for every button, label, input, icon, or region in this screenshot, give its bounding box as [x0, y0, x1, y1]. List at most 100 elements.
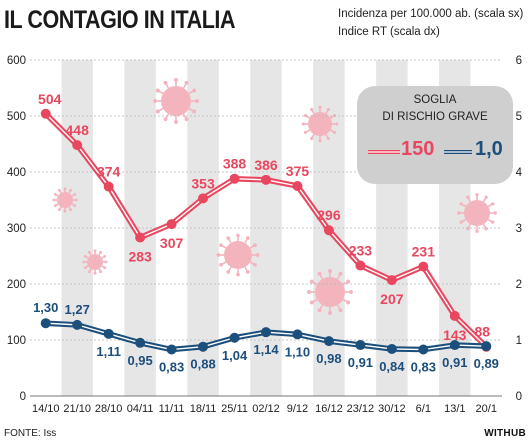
x-tick-label: 18/11 — [190, 403, 217, 415]
rt-data-label: 1,27 — [65, 302, 90, 317]
threshold-title: SOGLIA — [413, 94, 457, 106]
incidenza-data-label: 296 — [317, 207, 341, 223]
rt-point — [103, 328, 114, 339]
rt-point — [323, 336, 334, 347]
legend-label-rt: Indice RT (scala dx) — [338, 26, 440, 38]
x-tick-label: 28/10 — [95, 403, 123, 415]
brand-logo: WITHUB — [484, 428, 526, 439]
incidenza-point — [198, 193, 209, 204]
rt-point — [386, 343, 397, 354]
threshold-swatch-incidenza — [368, 150, 400, 154]
x-tick-label: 11/11 — [159, 403, 185, 415]
rt-data-label: 0,89 — [474, 356, 499, 371]
incidenza-point — [261, 174, 271, 185]
y-left-tick-label: 600 — [7, 55, 26, 67]
x-tick-label: 13/1 — [444, 403, 465, 415]
incidenza-data-label: 233 — [349, 243, 373, 259]
incidenza-data-label: 388 — [223, 156, 247, 172]
incidenza-data-label: 88 — [474, 324, 490, 340]
y-right-tick-label: 6 — [516, 55, 522, 67]
virus-icon — [216, 233, 260, 277]
virus-icon — [153, 78, 199, 124]
legend-label-incidenza: Incidenza per 100.000 ab. (scala sx) — [338, 8, 524, 20]
x-tick-label: 30/12 — [378, 403, 406, 415]
x-tick-label: 16/12 — [315, 403, 343, 415]
threshold-box: SOGLIA DI RISCHIO GRAVE 150 1,0 — [357, 86, 513, 184]
incidenza-data-label: 504 — [38, 91, 62, 107]
rt-data-label: 0,83 — [159, 360, 184, 375]
y-right-tick-label: 2 — [516, 279, 522, 291]
y-left-tick-label: 500 — [7, 111, 26, 123]
virus-icon — [457, 193, 497, 233]
rt-data-label: 1,10 — [285, 344, 310, 359]
incidenza-data-label: 207 — [380, 291, 404, 307]
x-tick-label: 14/10 — [32, 403, 60, 415]
incidenza-point — [355, 260, 366, 271]
rt-data-label: 0,84 — [379, 359, 405, 374]
x-tick-label: 9/12 — [287, 403, 308, 415]
incidenza-data-label: 386 — [254, 157, 278, 173]
rt-point — [418, 344, 429, 355]
y-right-tick-label: 4 — [516, 167, 523, 179]
rt-point — [449, 340, 460, 351]
y-left-tick-label: 100 — [7, 335, 26, 347]
incidenza-point — [103, 181, 114, 192]
rt-data-label: 1,11 — [96, 344, 121, 359]
incidenza-point — [229, 173, 240, 184]
rt-point — [481, 341, 492, 352]
rt-point — [135, 337, 146, 348]
rt-data-label: 0,83 — [411, 360, 436, 375]
rt-data-label: 1,14 — [253, 342, 279, 357]
threshold-subtitle: DI RISCHIO GRAVE — [382, 111, 488, 123]
incidenza-point — [323, 225, 334, 236]
incidenza-data-label: 375 — [286, 163, 310, 179]
rt-data-label: 0,88 — [190, 357, 215, 372]
x-tick-label: 20/1 — [476, 403, 497, 415]
virus-icon — [307, 269, 353, 315]
rt-point — [40, 318, 51, 329]
rt-data-label: 1,30 — [33, 300, 58, 315]
incidenza-data-label: 353 — [191, 175, 215, 191]
rt-data-label: 0,95 — [127, 353, 152, 368]
virus-icon — [301, 105, 339, 143]
y-right-tick-label: 3 — [516, 223, 522, 235]
rt-point — [261, 327, 271, 338]
incidenza-data-label: 374 — [97, 164, 121, 180]
incidenza-point — [292, 181, 303, 191]
x-tick-label: 6/1 — [416, 403, 431, 415]
y-right-tick-label: 0 — [516, 391, 522, 403]
y-left-tick-label: 300 — [7, 223, 26, 235]
incidenza-point — [418, 261, 429, 272]
incidenza-data-label: 307 — [160, 235, 184, 251]
rt-data-label: 0,91 — [442, 355, 467, 370]
incidenza-data-label: 231 — [412, 244, 436, 260]
rt-point — [292, 329, 303, 340]
chart-title: IL CONTAGIO IN ITALIA — [4, 6, 236, 34]
incidenza-point — [449, 310, 460, 321]
x-tick-label: 02/12 — [252, 403, 280, 415]
rt-data-label: 1,04 — [222, 348, 248, 363]
y-right-tick-label: 5 — [516, 111, 522, 123]
x-tick-label: 04/11 — [127, 403, 154, 415]
y-left-tick-label: 0 — [20, 391, 26, 403]
rt-data-label: 0,91 — [348, 355, 373, 370]
rt-point — [166, 344, 177, 355]
threshold-swatch-rt — [444, 150, 472, 154]
x-tick-label: 25/11 — [221, 403, 248, 415]
incidenza-data-label: 283 — [128, 249, 152, 265]
virus-icon — [82, 249, 108, 275]
virus-icon — [52, 187, 78, 213]
incidenza-point — [166, 219, 177, 230]
rt-point — [198, 341, 209, 352]
rt-point — [229, 332, 240, 343]
y-right-tick-label: 1 — [516, 335, 522, 347]
source-note: FONTE: Iss — [4, 428, 57, 439]
incidenza-point — [40, 108, 51, 119]
x-tick-label: 23/12 — [347, 403, 375, 415]
incidenza-data-label: 448 — [66, 122, 90, 138]
incidenza-point — [135, 232, 146, 243]
rt-point — [355, 340, 366, 351]
threshold-rt-value: 1,0 — [475, 138, 503, 160]
rt-point — [72, 319, 83, 330]
